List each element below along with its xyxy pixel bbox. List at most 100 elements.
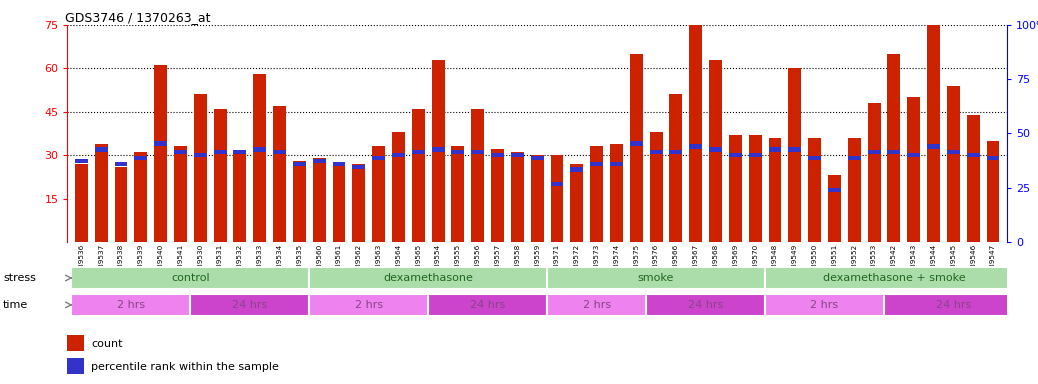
Bar: [927, 144, 940, 149]
Bar: [887, 54, 900, 242]
Bar: [75, 159, 88, 163]
Bar: [789, 68, 801, 242]
Bar: [471, 150, 484, 154]
Text: 2 hrs: 2 hrs: [811, 300, 839, 310]
Bar: [94, 144, 108, 242]
Bar: [828, 188, 841, 192]
Bar: [530, 155, 544, 242]
Bar: [547, 294, 647, 316]
Bar: [234, 152, 246, 242]
Bar: [412, 109, 425, 242]
Bar: [511, 153, 524, 157]
Bar: [332, 162, 346, 166]
Bar: [927, 0, 940, 242]
Bar: [748, 153, 762, 157]
Bar: [332, 164, 346, 242]
Bar: [768, 147, 782, 152]
Bar: [591, 162, 603, 166]
Bar: [887, 150, 900, 154]
Bar: [309, 294, 428, 316]
Bar: [309, 267, 547, 289]
Text: control: control: [171, 273, 210, 283]
Text: 2 hrs: 2 hrs: [117, 300, 145, 310]
Bar: [868, 103, 880, 242]
Bar: [134, 152, 147, 242]
Bar: [748, 135, 762, 242]
Bar: [114, 167, 128, 242]
Bar: [312, 159, 326, 163]
Text: 2 hrs: 2 hrs: [582, 300, 610, 310]
Bar: [729, 153, 742, 157]
Text: 24 hrs: 24 hrs: [935, 300, 971, 310]
Bar: [670, 94, 682, 242]
Bar: [452, 146, 464, 242]
Bar: [471, 109, 484, 242]
Bar: [452, 150, 464, 154]
Text: smoke: smoke: [638, 273, 675, 283]
Bar: [293, 162, 306, 166]
Bar: [765, 267, 1022, 289]
Text: 2 hrs: 2 hrs: [355, 300, 383, 310]
Bar: [848, 156, 861, 160]
Bar: [550, 182, 564, 186]
Bar: [650, 132, 662, 242]
Bar: [312, 158, 326, 242]
Bar: [947, 150, 960, 154]
Bar: [72, 294, 190, 316]
Text: dexamethasone: dexamethasone: [383, 273, 473, 283]
Bar: [907, 153, 920, 157]
Bar: [190, 294, 309, 316]
Text: time: time: [3, 300, 28, 310]
Text: count: count: [91, 339, 122, 349]
Bar: [253, 74, 266, 242]
Bar: [134, 156, 147, 160]
Bar: [511, 152, 524, 242]
Bar: [630, 54, 643, 242]
Bar: [650, 150, 662, 154]
Bar: [570, 167, 583, 172]
Bar: [392, 153, 405, 157]
Bar: [848, 138, 861, 242]
Bar: [373, 156, 385, 160]
Bar: [689, 144, 702, 149]
Text: stress: stress: [3, 273, 36, 283]
Bar: [67, 335, 84, 351]
Bar: [114, 162, 128, 166]
Bar: [765, 294, 884, 316]
Bar: [352, 164, 365, 242]
Bar: [530, 156, 544, 160]
Text: dexamethasone + smoke: dexamethasone + smoke: [822, 273, 965, 283]
Bar: [194, 153, 207, 157]
Bar: [273, 106, 285, 242]
Bar: [234, 150, 246, 154]
Bar: [155, 141, 167, 146]
Text: 24 hrs: 24 hrs: [233, 300, 268, 310]
Bar: [729, 135, 742, 242]
Bar: [293, 161, 306, 242]
Bar: [966, 115, 980, 242]
Bar: [768, 138, 782, 242]
Text: 24 hrs: 24 hrs: [688, 300, 723, 310]
Bar: [194, 94, 207, 242]
Bar: [907, 97, 920, 242]
Bar: [432, 60, 444, 242]
Bar: [491, 149, 504, 242]
Bar: [709, 60, 722, 242]
Bar: [547, 267, 765, 289]
Bar: [174, 146, 187, 242]
Bar: [966, 153, 980, 157]
Bar: [670, 150, 682, 154]
Bar: [214, 150, 226, 154]
Bar: [789, 147, 801, 152]
Bar: [72, 267, 309, 289]
Bar: [610, 144, 623, 242]
Bar: [432, 147, 444, 152]
Bar: [884, 294, 1022, 316]
Bar: [610, 162, 623, 166]
Bar: [947, 86, 960, 242]
Bar: [809, 138, 821, 242]
Bar: [986, 141, 1000, 242]
Bar: [75, 164, 88, 242]
Bar: [392, 132, 405, 242]
Bar: [591, 146, 603, 242]
